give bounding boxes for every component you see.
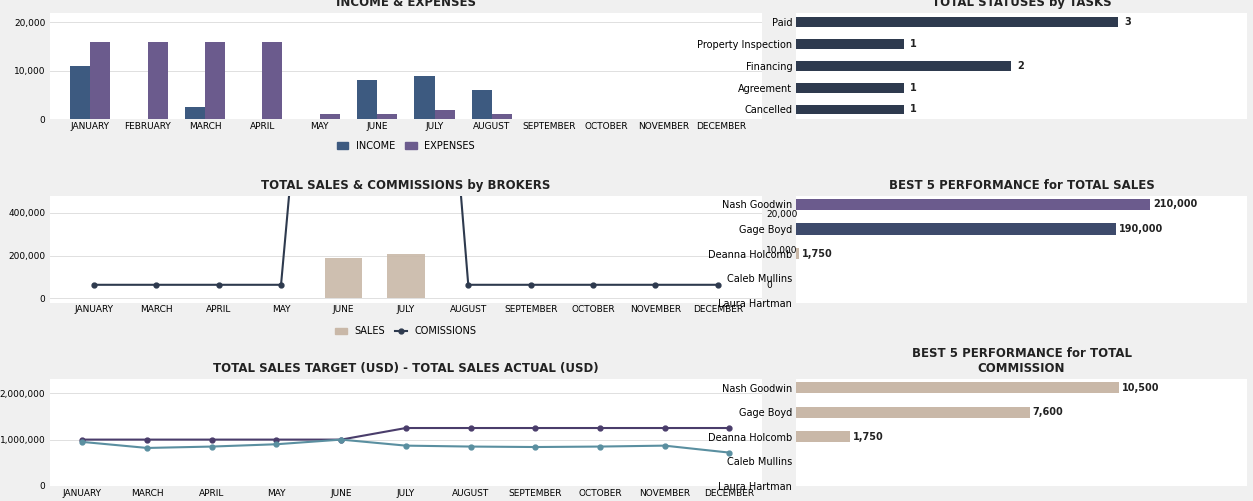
Bar <box>148 42 168 119</box>
Text: 1: 1 <box>910 39 917 49</box>
Bar <box>377 114 397 119</box>
Bar <box>320 114 340 119</box>
Bar <box>70 66 90 119</box>
Text: 7,600: 7,600 <box>1032 407 1064 417</box>
Bar <box>205 42 226 119</box>
Title: BEST 5 PERFORMANCE for TOTAL
COMMISSION: BEST 5 PERFORMANCE for TOTAL COMMISSION <box>912 347 1131 375</box>
Title: INCOME & EXPENSES: INCOME & EXPENSES <box>336 0 476 9</box>
Text: 210,000: 210,000 <box>1153 199 1197 209</box>
Legend: INCOME, EXPENSES: INCOME, EXPENSES <box>333 137 479 155</box>
Bar <box>387 254 425 298</box>
Bar <box>797 83 903 93</box>
Legend: SALES, COMISSIONS: SALES, COMISSIONS <box>331 323 480 340</box>
Bar <box>797 407 1030 418</box>
Text: 10,500: 10,500 <box>1121 383 1159 393</box>
Bar <box>797 223 1116 234</box>
Title: TOTAL STATUSES by TASKS: TOTAL STATUSES by TASKS <box>932 0 1111 9</box>
Bar <box>797 39 903 49</box>
Text: 1: 1 <box>910 104 917 114</box>
Bar <box>185 107 205 119</box>
Text: 190,000: 190,000 <box>1119 224 1163 234</box>
Bar <box>357 80 377 119</box>
Bar <box>797 105 903 114</box>
Text: 1,750: 1,750 <box>802 248 833 259</box>
Bar <box>797 61 1011 71</box>
Bar <box>797 248 799 259</box>
Bar <box>90 42 110 119</box>
Bar <box>797 18 1118 27</box>
Bar <box>325 258 362 298</box>
Bar <box>262 42 282 119</box>
Text: 1: 1 <box>910 83 917 93</box>
Bar <box>472 90 492 119</box>
Title: TOTAL SALES TARGET (USD) - TOTAL SALES ACTUAL (USD): TOTAL SALES TARGET (USD) - TOTAL SALES A… <box>213 362 599 375</box>
Text: 2: 2 <box>1017 61 1024 71</box>
Bar <box>415 76 435 119</box>
Bar <box>492 114 512 119</box>
Bar <box>797 382 1119 393</box>
Title: BEST 5 PERFORMANCE for TOTAL SALES: BEST 5 PERFORMANCE for TOTAL SALES <box>888 179 1154 192</box>
Bar <box>797 431 850 442</box>
Bar <box>435 110 455 119</box>
Text: 1,750: 1,750 <box>853 432 885 442</box>
Title: TOTAL SALES & COMMISSIONS by BROKERS: TOTAL SALES & COMMISSIONS by BROKERS <box>261 179 550 192</box>
Text: 3: 3 <box>1124 17 1131 27</box>
Bar <box>797 199 1150 210</box>
